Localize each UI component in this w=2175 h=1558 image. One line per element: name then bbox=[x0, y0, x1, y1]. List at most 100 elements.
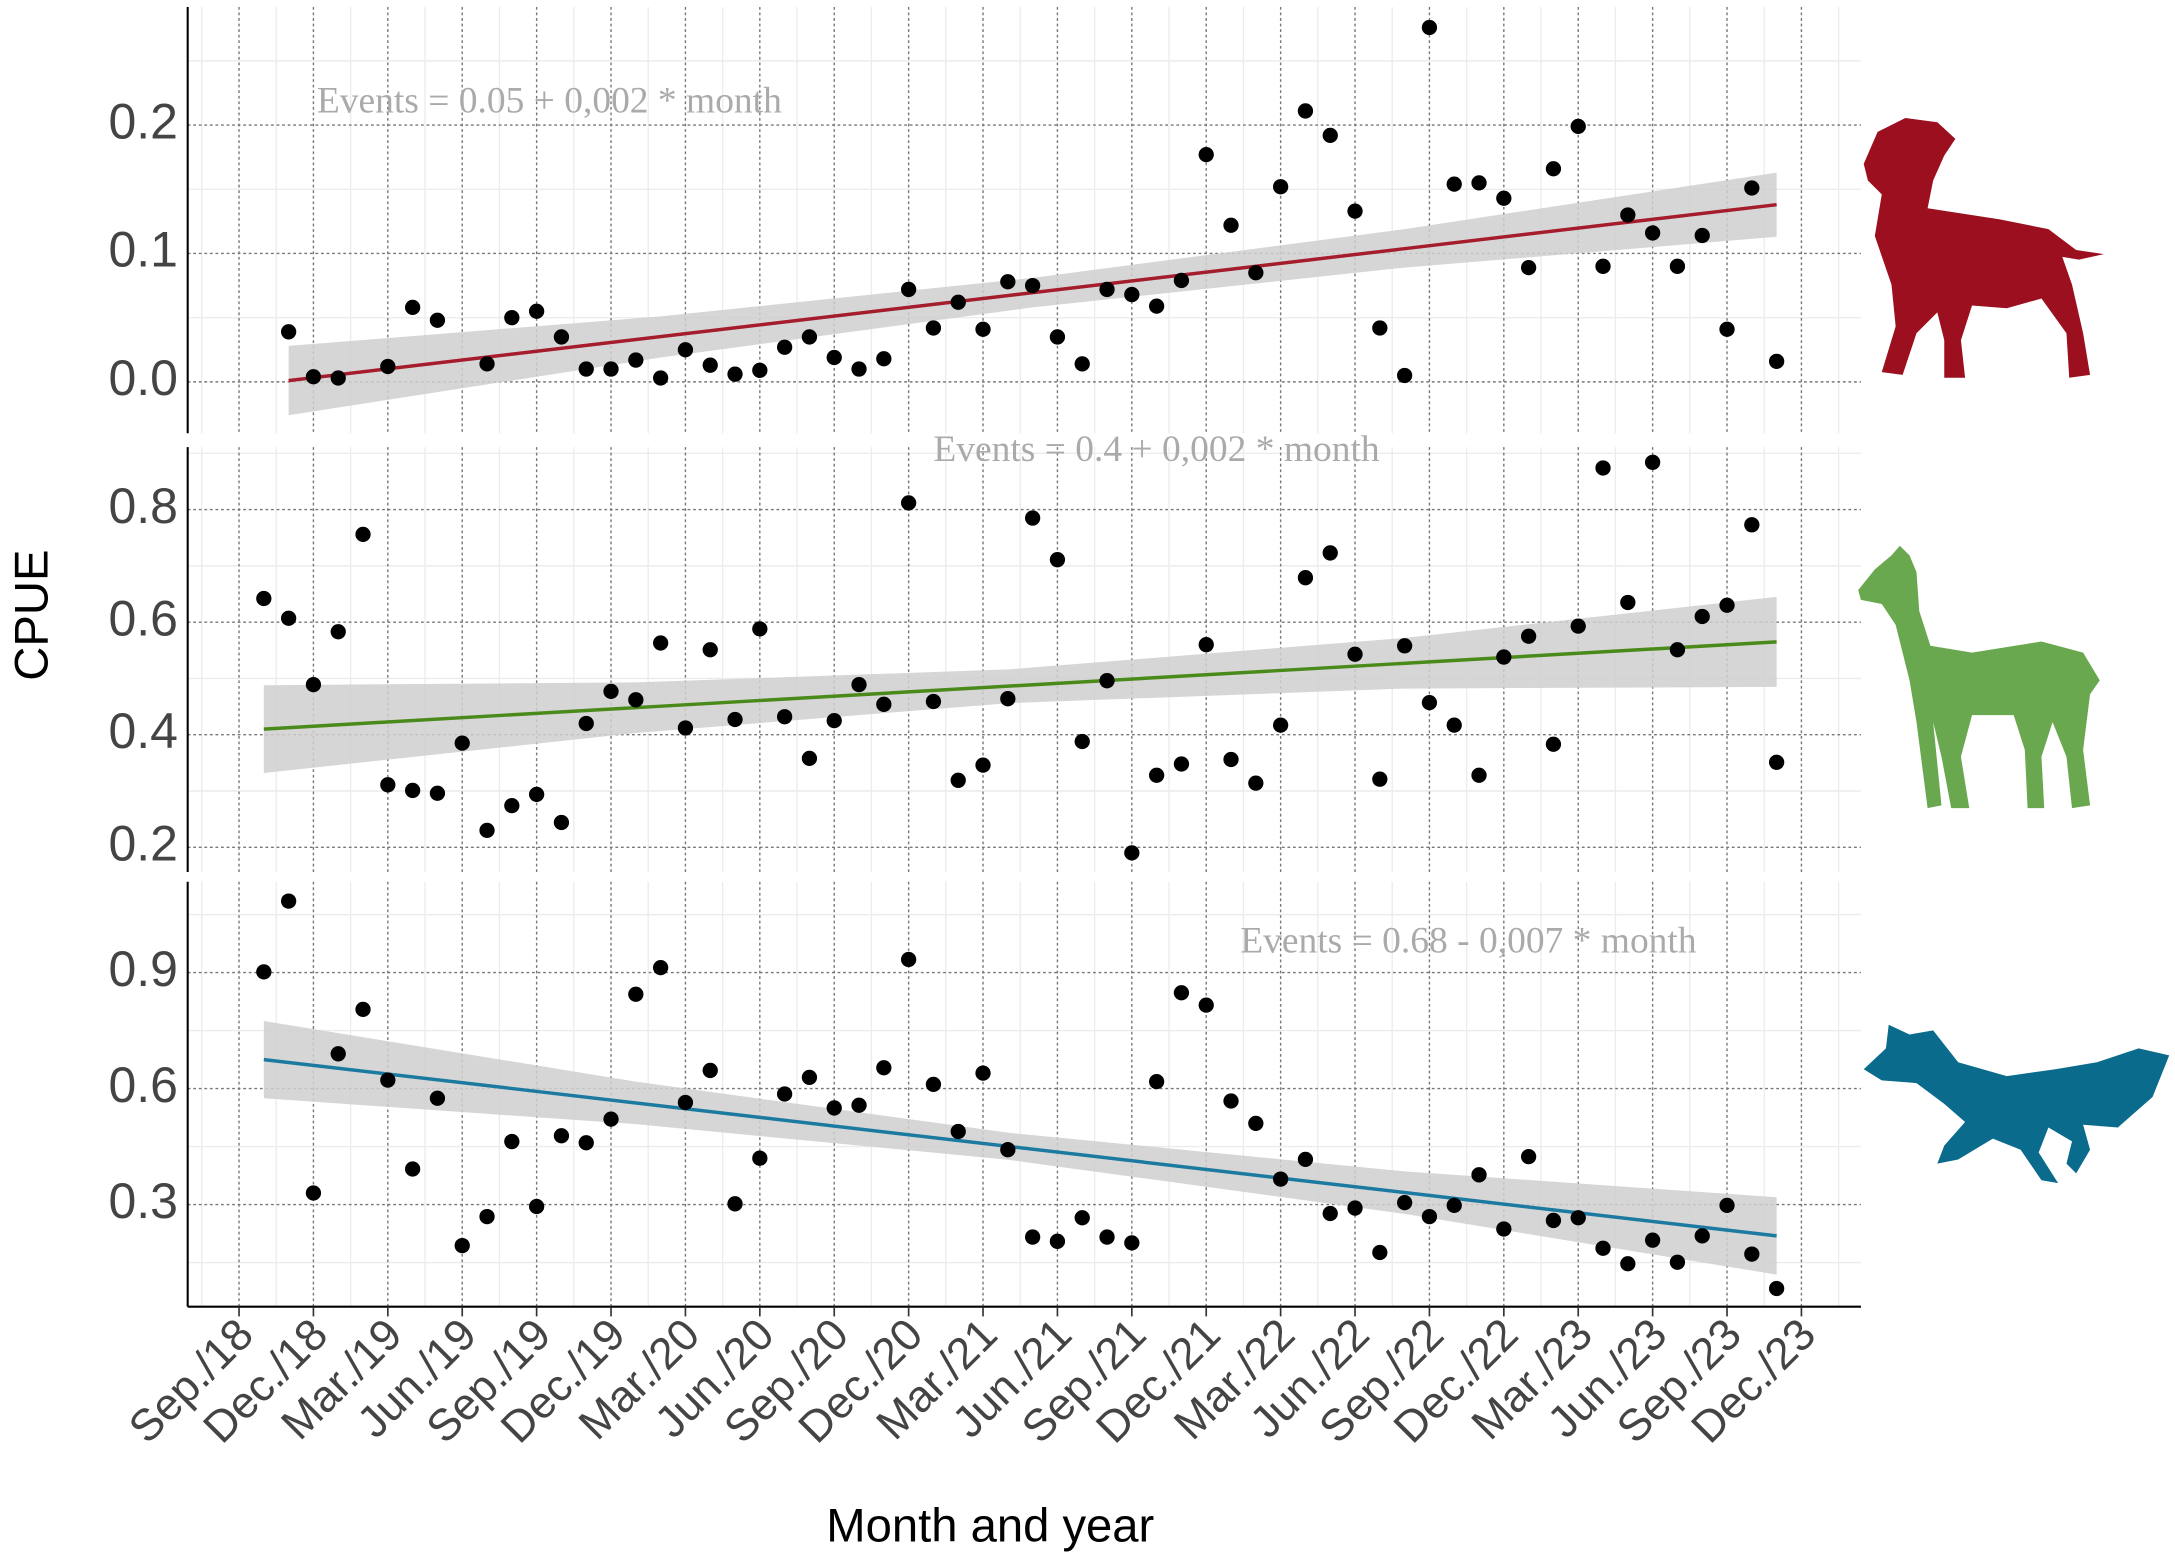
data-point bbox=[1644, 225, 1661, 241]
data-point bbox=[1148, 1074, 1165, 1090]
data-point bbox=[1669, 1254, 1686, 1270]
data-point bbox=[1545, 736, 1562, 752]
data-point bbox=[1744, 180, 1760, 196]
dog-icon bbox=[1863, 118, 2104, 378]
data-point bbox=[479, 356, 495, 372]
data-point bbox=[1744, 1246, 1760, 1262]
data-point bbox=[1719, 1197, 1735, 1214]
data-point bbox=[1198, 146, 1214, 163]
data-point bbox=[1644, 1232, 1661, 1248]
data-point bbox=[628, 352, 644, 368]
data-point bbox=[1570, 1210, 1586, 1226]
data-point bbox=[1620, 594, 1636, 611]
data-point bbox=[528, 1198, 545, 1215]
data-point bbox=[702, 1062, 718, 1079]
data-point bbox=[752, 362, 768, 378]
data-point bbox=[628, 986, 644, 1002]
data-point bbox=[1024, 1229, 1041, 1245]
data-point bbox=[1000, 274, 1016, 290]
data-point bbox=[876, 351, 892, 367]
data-point bbox=[1496, 649, 1512, 665]
data-point bbox=[900, 495, 917, 511]
data-point bbox=[1173, 272, 1190, 289]
data-point bbox=[380, 1072, 396, 1088]
data-point bbox=[256, 964, 272, 980]
data-point bbox=[851, 361, 867, 377]
data-point bbox=[1421, 1208, 1438, 1225]
data-point bbox=[355, 526, 371, 542]
data-point bbox=[801, 329, 818, 345]
data-point bbox=[1595, 1240, 1611, 1256]
data-point bbox=[752, 1150, 768, 1166]
data-point bbox=[1322, 1205, 1338, 1222]
data-point bbox=[1347, 646, 1363, 662]
data-point bbox=[1768, 754, 1785, 770]
data-point bbox=[925, 320, 942, 336]
data-point bbox=[1421, 694, 1438, 711]
data-point bbox=[1198, 997, 1214, 1013]
data-point bbox=[429, 785, 446, 801]
data-point bbox=[1173, 756, 1190, 772]
data-point bbox=[1223, 1093, 1239, 1109]
data-point bbox=[479, 822, 495, 839]
data-point bbox=[404, 782, 421, 799]
data-point bbox=[652, 370, 669, 386]
data-point bbox=[1074, 733, 1090, 750]
data-point bbox=[1049, 552, 1066, 568]
data-point bbox=[752, 621, 768, 637]
data-point bbox=[925, 693, 942, 710]
data-point bbox=[950, 772, 966, 788]
data-point bbox=[975, 1065, 991, 1081]
fit-line bbox=[263, 640, 1777, 731]
data-point bbox=[1074, 1210, 1090, 1226]
data-point bbox=[454, 1237, 470, 1254]
data-point bbox=[1620, 1256, 1636, 1272]
data-point bbox=[801, 1069, 818, 1086]
data-point bbox=[1471, 767, 1487, 783]
data-point bbox=[1595, 460, 1611, 476]
y-tick-label: 0.9 bbox=[109, 941, 178, 997]
data-point bbox=[1644, 454, 1661, 470]
data-point bbox=[1768, 353, 1785, 369]
data-point bbox=[1669, 642, 1686, 658]
data-point bbox=[380, 358, 396, 375]
data-point bbox=[1669, 258, 1686, 274]
data-point bbox=[1396, 638, 1413, 654]
data-point bbox=[1545, 161, 1562, 177]
data-point bbox=[702, 642, 718, 658]
data-point bbox=[925, 1076, 942, 1092]
data-point bbox=[1496, 190, 1512, 206]
data-point bbox=[851, 676, 867, 693]
data-point bbox=[801, 750, 818, 766]
data-point bbox=[776, 339, 793, 355]
data-point bbox=[1471, 1167, 1487, 1183]
data-point bbox=[280, 324, 297, 340]
data-point bbox=[578, 715, 594, 732]
data-point bbox=[1744, 517, 1760, 533]
equation-annotation: Events = 0.05 + 0,002 * month bbox=[317, 80, 782, 121]
data-point bbox=[1347, 1200, 1363, 1216]
data-point bbox=[727, 366, 743, 382]
data-point bbox=[1272, 717, 1289, 733]
data-point bbox=[1099, 673, 1115, 689]
data-point bbox=[776, 1086, 793, 1102]
data-point bbox=[578, 1135, 594, 1151]
data-point bbox=[528, 786, 545, 803]
data-point bbox=[1173, 985, 1190, 1001]
data-point bbox=[900, 951, 917, 968]
data-point bbox=[900, 281, 917, 298]
data-point bbox=[1372, 320, 1388, 336]
data-point bbox=[1372, 771, 1388, 787]
y-tick-label: 0.6 bbox=[109, 1057, 178, 1113]
data-point bbox=[1198, 637, 1214, 653]
y-axis-title: CPUE bbox=[5, 550, 58, 681]
data-point bbox=[454, 735, 470, 751]
data-point bbox=[1297, 103, 1314, 119]
data-point bbox=[1049, 1233, 1066, 1249]
data-point bbox=[603, 1111, 619, 1127]
data-point bbox=[355, 1001, 371, 1017]
data-point bbox=[603, 361, 619, 377]
fit-line bbox=[263, 1057, 1777, 1238]
data-point bbox=[429, 1090, 446, 1106]
